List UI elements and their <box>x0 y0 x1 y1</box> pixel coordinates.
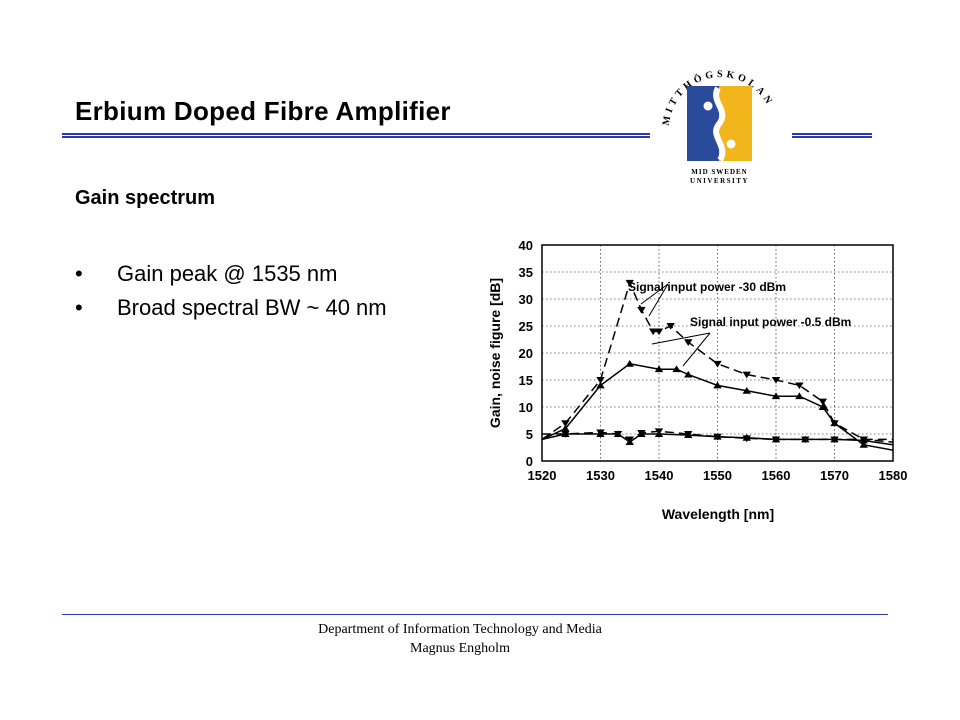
y-tick-label: 10 <box>519 400 533 415</box>
x-tick-label: 1530 <box>586 468 615 483</box>
logo-dot-lower <box>726 139 736 149</box>
logo-swirl <box>713 86 726 162</box>
footer-department: Department of Information Technology and… <box>318 622 602 637</box>
data-point <box>596 381 605 389</box>
bullet-item: • Gain peak @ 1535 nm <box>75 259 387 293</box>
data-point <box>648 328 658 336</box>
slide-title: Erbium Doped Fibre Amplifier <box>75 96 451 126</box>
data-point <box>684 339 693 346</box>
bullet-dot: • <box>75 261 83 286</box>
data-point <box>684 431 693 439</box>
data-point <box>613 430 623 437</box>
data-point <box>672 365 681 373</box>
x-tick-label: 1520 <box>528 468 557 483</box>
y-tick-label: 25 <box>519 319 533 334</box>
gain-spectrum-chart: 1520 1530 1540 1550 1560 1570 1580051015202530… <box>487 238 908 522</box>
data-point <box>666 323 675 330</box>
data-point <box>771 377 781 384</box>
data-point <box>713 432 722 440</box>
section-subtitle: Gain spectrum <box>75 187 216 209</box>
data-point <box>859 441 868 448</box>
annotation-high-power: Signal input power -0.5 dBm <box>690 315 851 329</box>
data-point <box>818 398 827 406</box>
data-point <box>742 387 751 394</box>
data-point <box>625 438 634 446</box>
data-point <box>561 420 570 427</box>
footer-author: Magnus Engholm <box>410 641 510 656</box>
title-rule-left <box>62 133 650 138</box>
bullet-text: Gain peak @ 1535 nm <box>117 261 338 286</box>
data-point <box>596 430 605 437</box>
logo-text-line1: MID SWEDEN <box>691 168 747 176</box>
x-tick-label: 1540 <box>645 468 674 483</box>
bullet-item: • Broad spectral BW ~ 40 nm <box>75 293 387 327</box>
x-tick-label: 1570 <box>820 468 849 483</box>
bullet-text: Broad spectral BW ~ 40 nm <box>117 295 387 320</box>
data-point <box>654 328 664 336</box>
y-tick-label: 5 <box>526 427 533 442</box>
data-point <box>742 434 751 441</box>
data-point <box>818 403 827 410</box>
data-point <box>771 435 781 443</box>
data-point <box>859 436 868 444</box>
data-point <box>637 430 646 437</box>
annotation-pointers <box>640 283 711 367</box>
data-point <box>713 381 722 389</box>
data-point <box>830 435 839 443</box>
data-point <box>795 392 804 400</box>
data-point <box>684 370 693 378</box>
university-logo: MITTHÖGSKOLAN MID SWEDEN UNIVERSITY <box>661 69 772 185</box>
y-tick-label: 40 <box>519 238 533 253</box>
data-point <box>596 377 605 384</box>
title-rule-right <box>792 133 872 138</box>
y-axis-label: Gain, noise figure [dB] <box>487 278 503 428</box>
footer-rule <box>62 614 888 615</box>
y-tick-label: 15 <box>519 373 533 388</box>
plot-frame <box>541 244 894 462</box>
y-tick-label: 0 <box>526 454 533 469</box>
y-tick-label: 20 <box>519 346 533 361</box>
data-point <box>625 279 634 287</box>
data-point <box>561 424 570 432</box>
logo-dot-upper <box>703 101 713 111</box>
x-tick-label: 1550 <box>703 468 732 483</box>
data-point <box>654 430 664 437</box>
annotation-low-power: Signal input power -30 dBm <box>628 280 786 294</box>
data-point <box>637 306 646 314</box>
x-tick-label: 1580 <box>879 468 908 483</box>
data-point <box>654 365 664 373</box>
logo-text-line2: UNIVERSITY <box>690 177 749 185</box>
data-point <box>801 435 810 443</box>
x-axis-label: Wavelength [nm] <box>662 506 774 522</box>
bullet-dot: • <box>75 295 83 320</box>
data-point <box>713 360 722 368</box>
data-point <box>795 382 804 390</box>
data-point <box>561 430 570 437</box>
y-tick-label: 30 <box>519 292 533 307</box>
bullet-list: • Gain peak @ 1535 nm • Broad spectral BW … <box>75 259 387 327</box>
data-point <box>625 360 634 367</box>
x-tick-label: 1560 <box>762 468 791 483</box>
data-point <box>771 392 781 400</box>
data-point <box>830 419 839 427</box>
data-point <box>742 371 751 379</box>
y-tick-label: 35 <box>519 265 533 280</box>
